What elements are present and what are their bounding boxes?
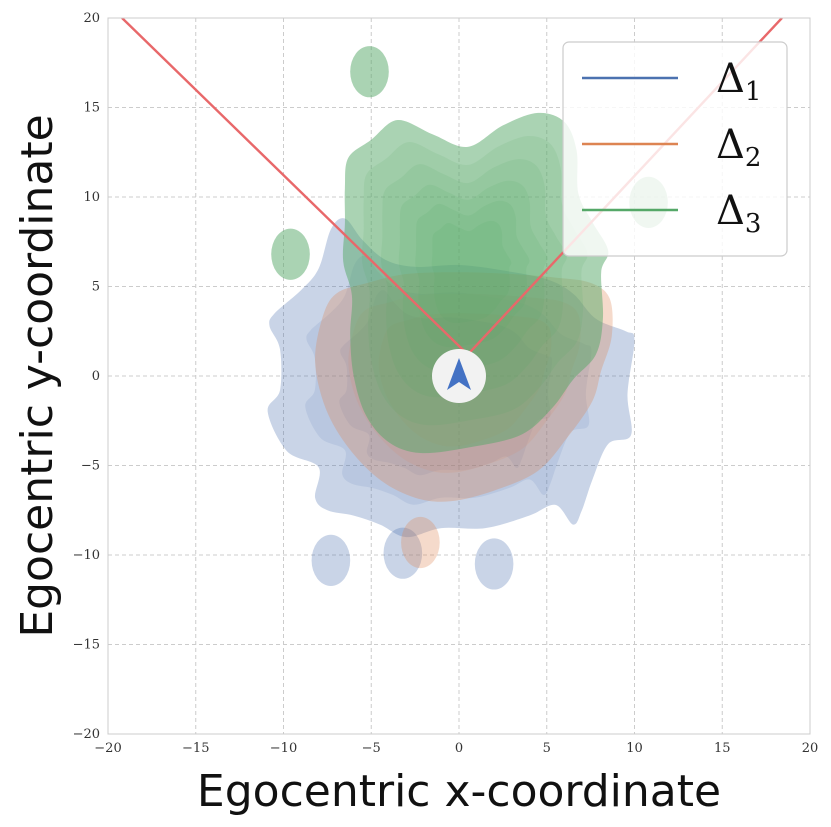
density-contour [342,112,609,454]
x-axis-title: Egocentric x-coordinate [197,766,721,817]
density-island [350,46,389,98]
y-tick-label: 20 [83,11,100,26]
plot-frame [107,17,811,735]
y-axis-title: Egocentric y-coordinate [12,114,63,637]
density-contour [361,135,588,426]
density-island [311,534,351,586]
legend-box [562,41,788,257]
x-tick-label: 5 [543,741,551,756]
axis-ticks: −20 −15 −10 −5 0 5 10 15 20 −20 −15 −10 −5 0 5 10 15 20 [73,11,819,756]
density-island [271,228,310,280]
density-contour [415,200,530,348]
y-tick-label: −20 [73,727,100,742]
y-tick-label: −15 [73,638,100,653]
density-contour [431,220,512,323]
y-tick-label: 10 [83,190,100,205]
x-tick-label: −20 [94,741,121,756]
x-tick-label: 20 [802,741,819,756]
x-tick-label: 15 [714,741,731,756]
density-contour [380,159,567,398]
agent-marker [432,349,486,403]
density-island [383,527,423,579]
density-series-3 [271,46,668,454]
y-tick-label: 5 [92,280,100,295]
density-island [401,516,440,569]
x-tick-label: −15 [182,741,209,756]
fov-line [121,18,469,356]
y-tick-label: −5 [81,459,100,474]
x-tick-label: 0 [455,741,463,756]
x-tick-label: −10 [270,741,297,756]
y-tick-label: 15 [83,101,100,116]
x-tick-label: 10 [626,741,643,756]
arrowhead-icon [447,358,471,390]
x-tick-label: −5 [362,741,381,756]
y-tick-label: 0 [92,369,100,384]
density-island [474,538,514,590]
y-tick-label: −10 [73,548,100,563]
